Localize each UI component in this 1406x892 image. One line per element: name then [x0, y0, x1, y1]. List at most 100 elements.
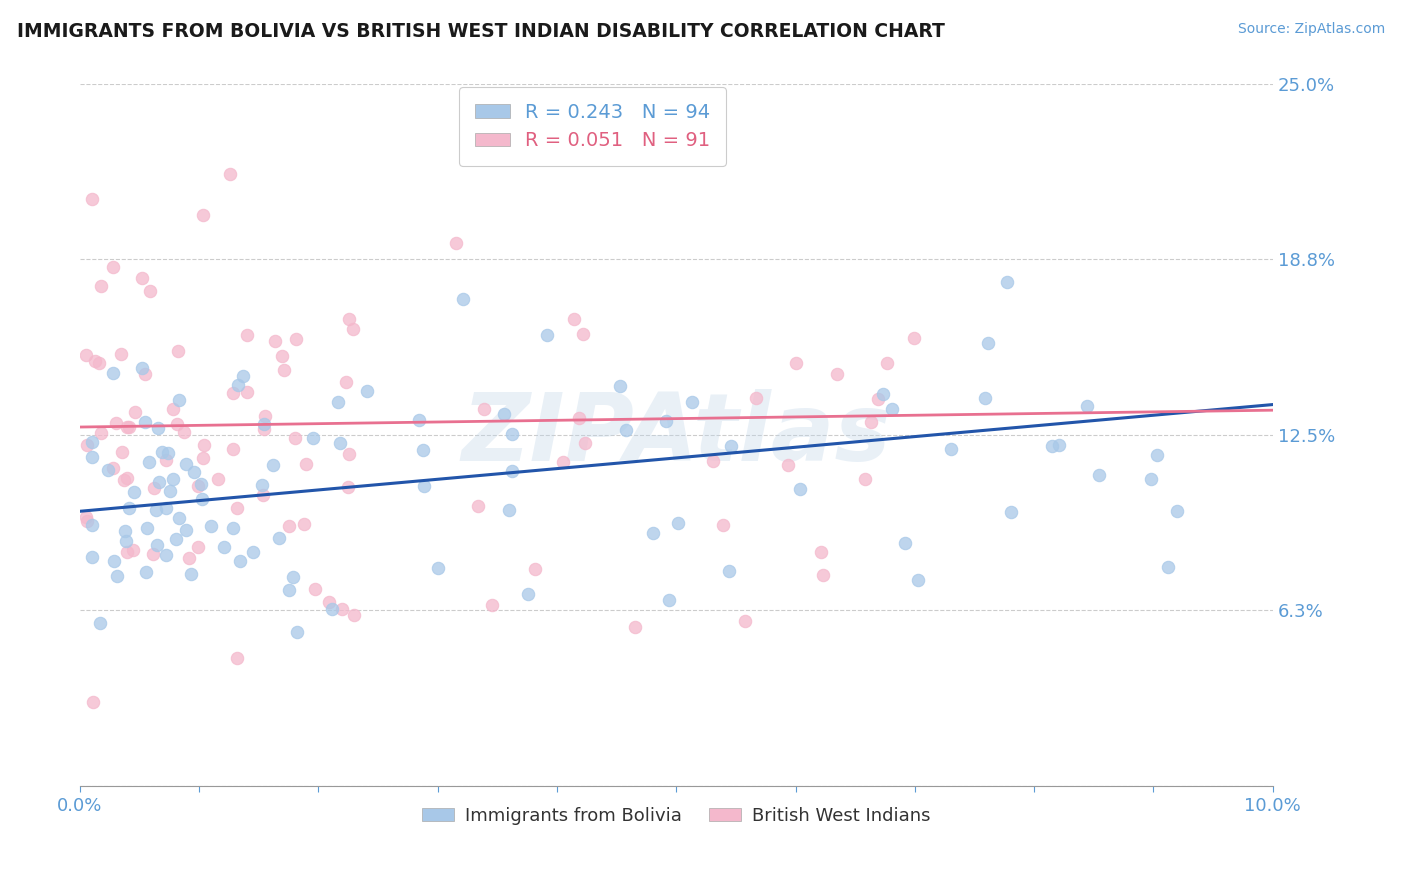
Point — [219, 167, 242, 181]
Point — [253, 417, 276, 432]
Point — [330, 602, 353, 616]
Point — [1140, 472, 1163, 486]
Point — [236, 384, 259, 399]
Point — [89, 615, 111, 630]
Point — [187, 540, 209, 554]
Point — [104, 417, 127, 431]
Point — [614, 423, 637, 437]
Point — [426, 560, 449, 574]
Point — [451, 293, 474, 307]
Point — [273, 363, 295, 377]
Point — [894, 535, 917, 549]
Point — [681, 394, 703, 409]
Point — [187, 478, 209, 492]
Point — [226, 378, 249, 392]
Point — [190, 491, 212, 506]
Point — [337, 447, 360, 461]
Point — [284, 332, 307, 346]
Point — [75, 348, 97, 362]
Point — [97, 463, 120, 477]
Point — [75, 510, 97, 524]
Point — [271, 349, 294, 363]
Point — [212, 540, 235, 554]
Point — [356, 384, 378, 398]
Point — [720, 439, 742, 453]
Point — [229, 554, 252, 568]
Point — [152, 445, 174, 459]
Point — [183, 465, 205, 479]
Point — [278, 519, 301, 533]
Point — [285, 624, 308, 639]
Point — [778, 458, 800, 472]
Point — [624, 620, 647, 634]
Point — [264, 334, 287, 349]
Point — [880, 402, 903, 417]
Point — [717, 564, 740, 578]
Point — [474, 401, 496, 416]
Point — [907, 574, 929, 588]
Point — [177, 551, 200, 566]
Point — [250, 477, 273, 491]
Point — [278, 582, 301, 597]
Point — [169, 510, 191, 524]
Point — [524, 562, 547, 576]
Point — [242, 544, 264, 558]
Text: Source: ZipAtlas.com: Source: ZipAtlas.com — [1237, 22, 1385, 37]
Point — [173, 425, 195, 439]
Point — [343, 607, 366, 622]
Point — [444, 236, 467, 251]
Point — [1157, 560, 1180, 574]
Point — [156, 446, 179, 460]
Point — [222, 442, 245, 457]
Point — [745, 391, 768, 405]
Point — [467, 499, 489, 513]
Point — [295, 457, 318, 471]
Point — [159, 483, 181, 498]
Point — [236, 328, 259, 343]
Point — [785, 356, 807, 370]
Point — [138, 455, 160, 469]
Point — [284, 431, 307, 445]
Point — [101, 366, 124, 380]
Point — [1047, 438, 1070, 452]
Point — [80, 450, 103, 464]
Text: ZIPAtlas: ZIPAtlas — [461, 390, 891, 482]
Point — [326, 395, 349, 409]
Point — [336, 480, 359, 494]
Point — [658, 592, 681, 607]
Point — [973, 391, 995, 405]
Point — [117, 500, 139, 515]
Point — [117, 471, 139, 485]
Point — [193, 209, 215, 223]
Point — [1040, 439, 1063, 453]
Point — [329, 436, 352, 450]
Point — [412, 442, 434, 457]
Point — [666, 516, 689, 530]
Point — [76, 438, 98, 452]
Point — [571, 326, 593, 341]
Point — [193, 438, 215, 452]
Point — [318, 595, 340, 609]
Point — [222, 386, 245, 401]
Point — [200, 519, 222, 533]
Point — [162, 472, 184, 486]
Point — [167, 343, 190, 358]
Point — [711, 518, 734, 533]
Point — [574, 436, 596, 450]
Point — [498, 503, 520, 517]
Point — [408, 412, 430, 426]
Point — [412, 479, 434, 493]
Point — [517, 586, 540, 600]
Point — [83, 354, 105, 368]
Point — [103, 554, 125, 568]
Point — [167, 393, 190, 408]
Point — [90, 426, 112, 441]
Point — [903, 331, 925, 345]
Point — [568, 411, 591, 425]
Point — [267, 531, 290, 545]
Point — [252, 488, 274, 502]
Point — [90, 278, 112, 293]
Point — [734, 614, 756, 628]
Point — [995, 275, 1018, 289]
Point — [174, 457, 197, 471]
